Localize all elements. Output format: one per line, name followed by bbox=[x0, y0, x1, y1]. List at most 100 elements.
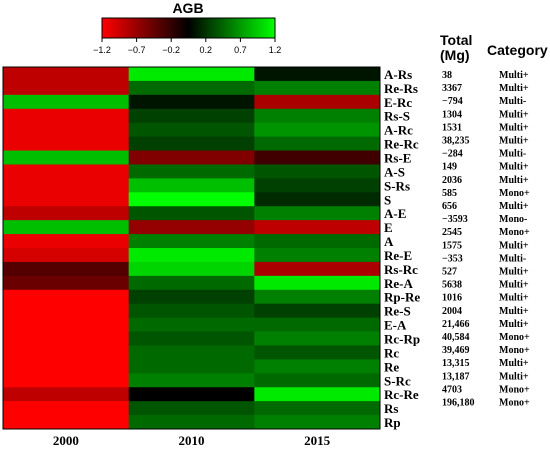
total-value: 656 bbox=[442, 201, 457, 212]
heatmap-cell bbox=[254, 373, 381, 388]
total-value: 1575 bbox=[442, 240, 462, 251]
category-header: Category bbox=[487, 42, 548, 58]
heatmap-cell bbox=[3, 192, 130, 207]
total-value: 38 bbox=[442, 70, 452, 81]
total-value: 38,235 bbox=[442, 136, 470, 147]
heatmap-cell bbox=[128, 206, 255, 221]
category-value: Mono+ bbox=[499, 188, 530, 199]
total-value: 5638 bbox=[442, 280, 462, 291]
heatmap-cell bbox=[254, 303, 381, 319]
row-label: Re-Rc bbox=[384, 137, 419, 152]
heatmap-cell bbox=[3, 373, 130, 388]
heatmap-cell bbox=[128, 289, 255, 305]
category-value: Multi+ bbox=[499, 136, 529, 147]
row-label: Rs-S bbox=[384, 109, 410, 124]
category-value: Multi+ bbox=[499, 70, 529, 81]
row-label: A bbox=[384, 234, 394, 249]
heatmap-cell bbox=[3, 317, 130, 333]
heatmap-cell bbox=[254, 317, 381, 333]
heatmap-cell bbox=[254, 248, 381, 263]
colorbar-tick-label: 0.7 bbox=[234, 45, 247, 55]
heatmap-cell bbox=[254, 359, 381, 374]
total-value: 2545 bbox=[442, 227, 462, 238]
column-labels: 2000 2010 2015 bbox=[53, 433, 331, 448]
heatmap-cell bbox=[128, 331, 255, 346]
category-value: Multi- bbox=[499, 149, 526, 160]
category-value: Multi+ bbox=[499, 83, 529, 94]
row-label: A-E bbox=[384, 206, 406, 221]
total-value: 149 bbox=[442, 162, 457, 173]
heatmap-cell bbox=[3, 220, 130, 235]
row-label: Rs-Rc bbox=[384, 262, 418, 277]
heatmap-cell bbox=[128, 192, 255, 207]
row-label: Rc-Rp bbox=[384, 332, 420, 347]
heatmap-cell bbox=[254, 275, 381, 291]
total-value: 40,584 bbox=[442, 332, 470, 343]
heatmap-cell bbox=[128, 248, 255, 263]
category-value: Multi+ bbox=[499, 358, 529, 369]
heatmap-cell bbox=[3, 289, 130, 305]
total-value: 196,180 bbox=[442, 398, 475, 409]
category-value: Multi+ bbox=[499, 267, 529, 278]
column-label: 2015 bbox=[304, 433, 331, 448]
total-value: 1304 bbox=[442, 109, 462, 120]
heatmap-cell bbox=[128, 164, 255, 179]
row-label: Re bbox=[384, 359, 399, 374]
heatmap-cell bbox=[128, 415, 255, 430]
row-label: Rp-Re bbox=[384, 290, 420, 305]
heatmap-cell bbox=[128, 373, 255, 388]
heatmap-cell bbox=[254, 122, 381, 138]
column-label: 2000 bbox=[53, 433, 79, 448]
heatmap-cell bbox=[128, 303, 255, 319]
heatmap-cell bbox=[3, 261, 130, 277]
row-label: Rs-E bbox=[384, 151, 411, 166]
row-label: S bbox=[384, 192, 391, 207]
total-value: 585 bbox=[442, 188, 457, 199]
heatmap-cell bbox=[3, 178, 130, 193]
heatmap-cell bbox=[254, 220, 381, 235]
category-value: Multi+ bbox=[499, 306, 529, 317]
heatmap-cell bbox=[3, 108, 130, 124]
heatmap-cell bbox=[3, 122, 130, 138]
heatmap-cell bbox=[3, 331, 130, 346]
heatmap-cell bbox=[128, 67, 255, 82]
row-label: Rc bbox=[384, 345, 399, 360]
heatmap-cell bbox=[128, 136, 255, 152]
heatmap-cell bbox=[3, 401, 130, 416]
heatmap-cell bbox=[3, 150, 130, 165]
total-value: −3593 bbox=[442, 214, 468, 225]
heatmap-cell bbox=[128, 261, 255, 277]
heatmap-cell bbox=[128, 317, 255, 333]
heatmap-cell bbox=[3, 303, 130, 319]
heatmap-cell bbox=[254, 192, 381, 207]
total-value: 39,469 bbox=[442, 345, 470, 356]
heatmap-cell bbox=[3, 80, 130, 96]
heatmap-cell bbox=[128, 401, 255, 416]
heatmap-cell bbox=[254, 136, 381, 152]
heatmap-cell bbox=[254, 234, 381, 249]
row-label: S-Rs bbox=[384, 178, 410, 193]
row-label: Re-Rs bbox=[384, 81, 418, 96]
colorbar-tick-label: −0.2 bbox=[162, 45, 180, 55]
category-value: Mono- bbox=[499, 214, 527, 225]
heatmap-cell bbox=[254, 80, 381, 96]
row-label: E-A bbox=[384, 318, 407, 333]
category-value: Multi+ bbox=[499, 293, 529, 304]
heatmap-cell bbox=[128, 80, 255, 96]
row-labels: A-RsRe-RsE-RcRs-SA-RcRe-RcRs-EA-SS-RsSA-… bbox=[384, 67, 420, 430]
heatmap-cell bbox=[254, 178, 381, 193]
category-value: Mono+ bbox=[499, 332, 530, 343]
total-value: 1531 bbox=[442, 122, 462, 133]
plot-frame bbox=[2, 66, 381, 430]
category-value: Multi+ bbox=[499, 319, 529, 330]
row-label: A-S bbox=[384, 164, 405, 179]
category-value: Mono+ bbox=[499, 398, 530, 409]
colorbar-tick-label: 1.2 bbox=[269, 45, 282, 55]
heatmap-cell bbox=[254, 415, 381, 430]
category-value: Multi+ bbox=[499, 240, 529, 251]
total-value: 2004 bbox=[442, 306, 462, 317]
heatmap-cell bbox=[3, 94, 130, 110]
heatmap-cell bbox=[3, 234, 130, 249]
row-label: Re-E bbox=[384, 248, 412, 263]
total-value: 2036 bbox=[442, 175, 462, 186]
